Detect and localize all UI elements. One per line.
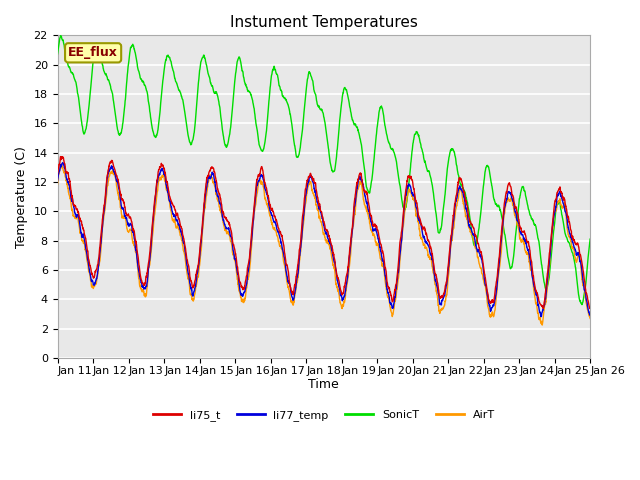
X-axis label: Time: Time	[308, 378, 339, 391]
li77_temp	[479, 261, 486, 266]
AirT	[351, 212, 358, 218]
SonicT	[540, 274, 547, 280]
AirT	[58, 161, 65, 167]
AirT	[538, 322, 546, 328]
li75_t	[586, 305, 594, 311]
Line: li77_temp: li77_temp	[58, 163, 590, 317]
AirT	[339, 302, 347, 308]
Line: li75_t: li75_t	[58, 156, 590, 309]
SonicT	[578, 302, 586, 308]
li77_temp	[54, 178, 61, 183]
li77_temp	[540, 304, 547, 310]
SonicT	[54, 51, 61, 57]
li77_temp	[59, 160, 67, 166]
li75_t	[202, 180, 210, 186]
AirT	[586, 315, 594, 321]
li77_temp	[339, 296, 347, 302]
li77_temp	[351, 203, 358, 209]
SonicT	[57, 33, 65, 38]
SonicT	[202, 62, 210, 68]
li75_t	[57, 154, 65, 159]
li77_temp	[554, 192, 562, 197]
li75_t	[339, 290, 347, 296]
SonicT	[554, 201, 562, 207]
Title: Instument Temperatures: Instument Temperatures	[230, 15, 418, 30]
AirT	[554, 199, 562, 204]
Line: AirT: AirT	[58, 164, 590, 325]
Legend: li75_t, li77_temp, SonicT, AirT: li75_t, li77_temp, SonicT, AirT	[148, 406, 499, 425]
Line: SonicT: SonicT	[58, 36, 590, 305]
SonicT	[351, 121, 358, 127]
li75_t	[586, 306, 594, 312]
AirT	[479, 272, 486, 277]
li75_t	[540, 306, 547, 312]
li77_temp	[538, 314, 545, 320]
Y-axis label: Temperature (C): Temperature (C)	[15, 146, 28, 248]
li77_temp	[586, 312, 594, 318]
SonicT	[479, 192, 486, 197]
li77_temp	[202, 186, 210, 192]
li75_t	[351, 195, 358, 201]
AirT	[202, 193, 210, 199]
li75_t	[54, 171, 61, 177]
SonicT	[586, 236, 594, 242]
AirT	[54, 181, 61, 187]
li75_t	[479, 257, 486, 263]
SonicT	[339, 90, 347, 96]
li75_t	[554, 188, 562, 194]
Text: EE_flux: EE_flux	[68, 46, 118, 60]
AirT	[540, 312, 547, 317]
